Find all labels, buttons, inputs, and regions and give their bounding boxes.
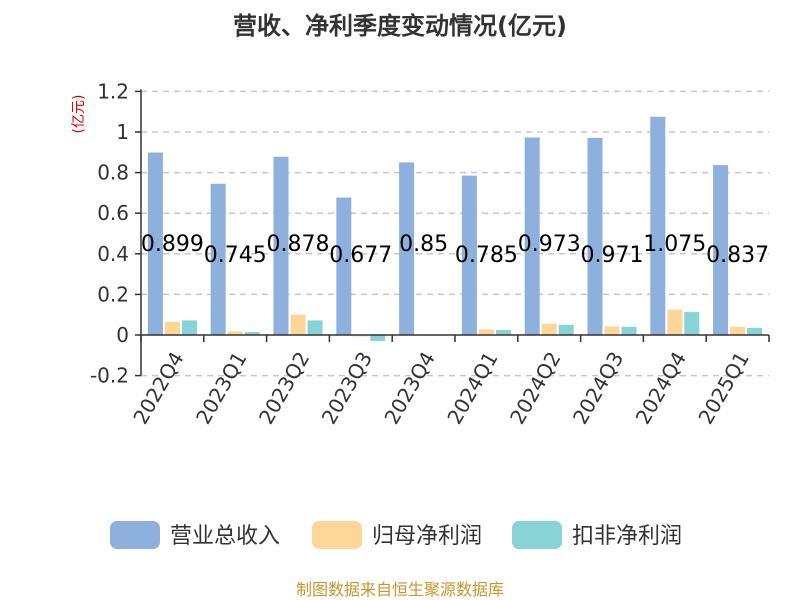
legend-item: 营业总收入 <box>170 524 280 549</box>
bar-归母净利润 <box>227 331 243 335</box>
axes <box>140 89 770 376</box>
data-label: 0.745 <box>204 243 267 268</box>
legend-swatch <box>512 521 562 549</box>
data-label: 0.899 <box>141 232 204 257</box>
x-tick-label: 2024Q4 <box>631 348 691 429</box>
bar-扣非净利润 <box>558 324 574 335</box>
y-tick-label: 1.2 <box>97 79 129 103</box>
x-tick-label: 2023Q1 <box>191 348 251 429</box>
bar-营业总收入 <box>399 162 415 335</box>
x-tick-label: 2025Q1 <box>693 348 753 429</box>
y-axis-label: (亿元) <box>71 95 87 134</box>
bar-扣非净利润 <box>307 320 323 335</box>
data-label: 0.85 <box>399 232 448 257</box>
bar-归母净利润 <box>164 321 180 335</box>
data-label: 0.677 <box>329 243 392 268</box>
bar-营业总收入 <box>147 152 163 335</box>
source-note: 制图数据来自恒生聚源数据库 <box>296 580 504 599</box>
data-label: 0.785 <box>455 243 518 268</box>
legend-item: 归母净利润 <box>372 524 482 549</box>
bar-营业总收入 <box>336 197 352 335</box>
x-axis: 2022Q4 2023Q1 2023Q2 2023Q3 2023Q4 2024Q1 2024… <box>128 348 754 429</box>
legend-item: 扣非净利润 <box>572 524 682 549</box>
bar-归母净利润 <box>541 323 557 335</box>
y-tick-label: 0.8 <box>97 161 129 185</box>
x-tick-label: 2024Q3 <box>568 348 628 429</box>
x-tick-label: 2023Q3 <box>317 348 377 429</box>
data-label: 0.973 <box>518 232 581 257</box>
bar-归母净利润 <box>730 326 746 335</box>
bar-营业总收入 <box>461 175 477 335</box>
data-labels: 0.899 0.745 0.878 0.677 0.85 0.785 0.973 0.971 1… <box>141 232 769 268</box>
bar-扣非净利润 <box>181 320 197 335</box>
legend: 营业总收入 归母净利润 扣非净利润 <box>110 521 682 549</box>
x-tick-label: 2024Q1 <box>442 348 502 429</box>
y-tick-label: 0 <box>116 323 129 347</box>
bar-归母净利润 <box>478 329 494 335</box>
bar-归母净利润 <box>290 314 306 335</box>
bar-扣非净利润 <box>495 329 511 335</box>
y-tick-label: 1 <box>116 120 129 144</box>
chart-title: 营收、净利季度变动情况(亿元) <box>233 12 567 40</box>
bar-扣非净利润 <box>370 335 386 342</box>
bar-归母净利润 <box>667 309 683 335</box>
data-label: 0.878 <box>267 232 330 257</box>
bar-营业总收入 <box>524 137 540 335</box>
x-tick-label: 2024Q2 <box>505 348 565 429</box>
bar-营业总收入 <box>713 165 729 335</box>
x-tick-label: 2023Q4 <box>379 348 439 429</box>
data-label: 1.075 <box>643 232 706 257</box>
bar-归母净利润 <box>604 326 620 335</box>
bar-营业总收入 <box>273 156 289 335</box>
y-tick-label: 0.4 <box>97 242 129 266</box>
bar-营业总收入 <box>210 183 226 335</box>
bar-扣非净利润 <box>244 331 260 335</box>
y-axis: -0.2 0 0.2 0.4 0.6 0.8 1 1.2 <box>90 79 141 388</box>
x-tick-label: 2022Q4 <box>128 348 188 429</box>
x-tick-label: 2023Q2 <box>254 348 314 429</box>
legend-swatch <box>312 521 362 549</box>
bar-营业总收入 <box>587 137 603 335</box>
grid <box>141 90 769 377</box>
data-label: 0.837 <box>706 243 769 268</box>
y-tick-label: 0.6 <box>97 201 129 225</box>
bar-营业总收入 <box>650 116 666 336</box>
y-tick-label: -0.2 <box>90 364 129 388</box>
data-label: 0.971 <box>581 243 644 268</box>
legend-swatch <box>110 521 160 549</box>
bars <box>147 116 763 342</box>
bar-扣非净利润 <box>684 312 700 335</box>
bar-扣非净利润 <box>747 327 763 335</box>
y-tick-label: 0.2 <box>97 282 129 306</box>
bar-扣非净利润 <box>621 326 637 335</box>
